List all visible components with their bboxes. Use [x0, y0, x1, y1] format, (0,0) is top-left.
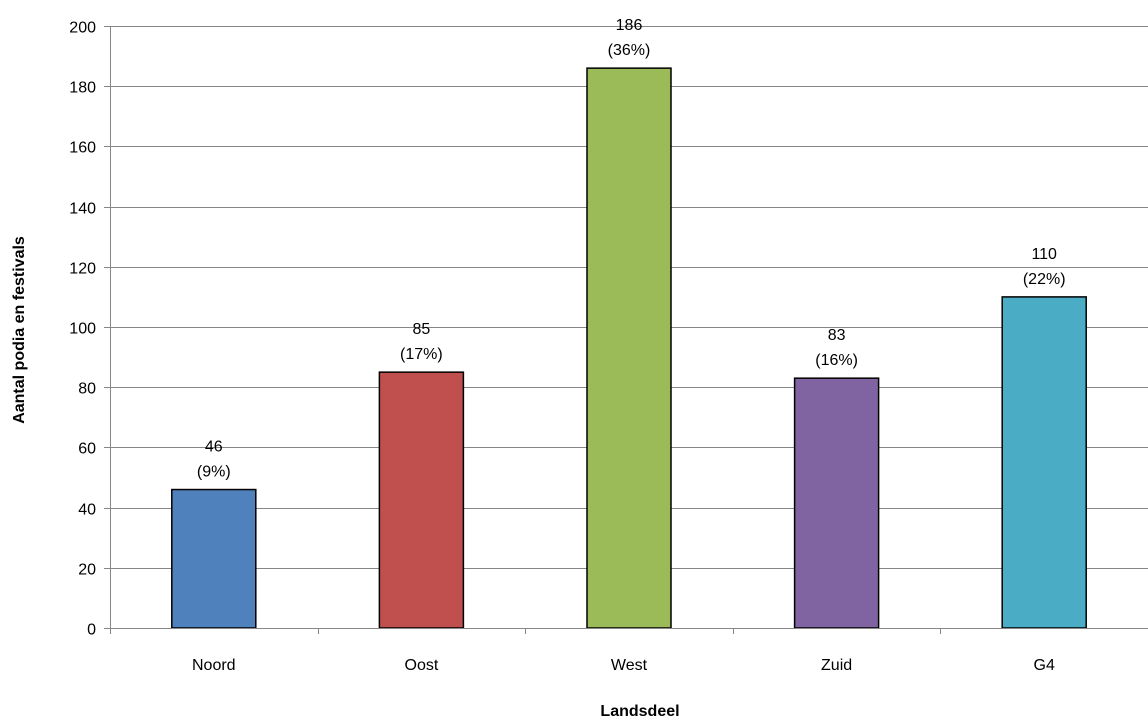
y-tick-label: 140 — [69, 201, 96, 218]
x-tick-label: Noord — [192, 657, 236, 674]
data-label-value: 186 — [616, 17, 643, 34]
labels: 0 20 40 60 80 100 120 140 160 180 200 46 (9%) Noord 85… — [69, 17, 1065, 674]
y-tick-label: 100 — [69, 321, 96, 338]
y-tick-label: 0 — [87, 622, 96, 639]
bar-noord — [171, 488, 257, 629]
y-tick-label: 20 — [78, 562, 96, 579]
y-tick-label: 120 — [69, 261, 96, 278]
x-tick-label: Oost — [405, 657, 439, 674]
data-label-percent: (16%) — [815, 352, 858, 369]
axes — [104, 26, 1148, 634]
y-tick-label: 180 — [69, 80, 96, 97]
bar-g4 — [1001, 296, 1087, 629]
bar-zuid — [793, 377, 880, 629]
data-label-value: 85 — [413, 321, 431, 338]
bars — [171, 67, 1087, 629]
x-tick-label: Zuid — [821, 657, 852, 674]
data-label-percent: (9%) — [197, 464, 231, 481]
y-tick-label: 160 — [69, 140, 96, 157]
x-tick-label: West — [611, 657, 648, 674]
data-label-percent: (22%) — [1023, 271, 1066, 288]
y-tick-label: 200 — [69, 20, 96, 37]
bar-west — [586, 67, 672, 629]
data-label-percent: (17%) — [400, 346, 443, 363]
data-label-value: 110 — [1031, 246, 1057, 263]
data-label-value: 83 — [828, 327, 846, 344]
data-label-value: 46 — [205, 439, 223, 456]
y-tick-label: 60 — [78, 441, 96, 458]
bar-oost — [378, 371, 465, 629]
y-tick-label: 40 — [78, 502, 96, 519]
x-axis-title: Landsdeel — [600, 703, 679, 720]
y-axis-title: Aantal podia en festivals — [11, 236, 28, 424]
x-tick-label: G4 — [1034, 657, 1055, 674]
y-tick-label: 80 — [78, 381, 96, 398]
data-label-percent: (36%) — [608, 42, 651, 59]
